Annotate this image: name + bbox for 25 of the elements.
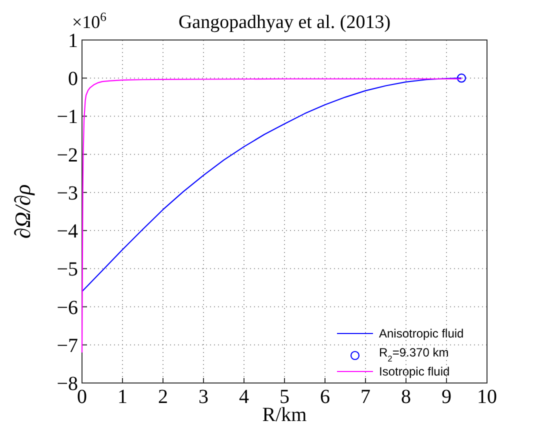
text: ×10$^{6}$ xyxy=(72,10,106,32)
y-tick-label: −8 xyxy=(56,373,78,395)
y-tick-label: −3 xyxy=(56,182,78,204)
x-tick-label: 7 xyxy=(360,386,370,408)
legend-label: Isotropic fluid xyxy=(379,364,450,378)
y-tick-label: −6 xyxy=(56,296,78,319)
legend-label: R$_{2}$=9.370 km xyxy=(379,346,449,364)
chart-title: Gangopadhyay et al. (2013) xyxy=(178,12,391,33)
x-tick-label: 3 xyxy=(198,386,208,408)
legend-label: Anisotropic fluid xyxy=(379,326,464,340)
y-tick-label: 0 xyxy=(68,68,78,90)
y-tick-label: −2 xyxy=(56,144,78,166)
x-tick-label: 9 xyxy=(442,386,452,408)
x-tick-label: 8 xyxy=(401,386,411,408)
x-tick-label: 2 xyxy=(158,386,168,408)
x-tick-label: 6 xyxy=(320,386,330,408)
x-tick-label: 1 xyxy=(118,386,128,408)
y-axis-title: ∂Ω/∂ρ xyxy=(10,184,35,239)
y-tick-label: −7 xyxy=(56,334,78,357)
y-tick-label: −5 xyxy=(56,258,78,281)
x-tick-label: 10 xyxy=(477,386,497,408)
y-tick-label: 1 xyxy=(68,30,78,52)
y-tick-label: −1 xyxy=(56,106,78,128)
y-tick-label: −4 xyxy=(56,220,78,243)
x-tick-label: 4 xyxy=(239,386,249,408)
